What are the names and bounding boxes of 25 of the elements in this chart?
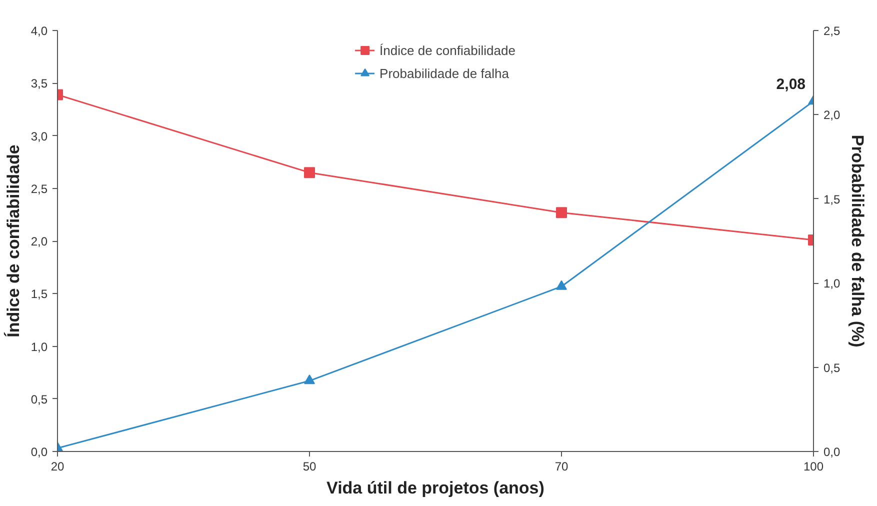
x-tick-label: 100: [803, 460, 824, 474]
y-tick-label: 3,5: [30, 76, 48, 91]
y2-tick-label: 0,5: [824, 360, 841, 375]
y-tick-label: 1,0: [30, 340, 48, 354]
y2-axis-title: Probabilidade de falha (%): [848, 134, 868, 348]
x-tick-label: 50: [302, 460, 316, 474]
y-tick-label: 4,0: [30, 24, 48, 38]
y-tick-label: 3,0: [30, 129, 48, 144]
x-axis-title: Vida útil de projetos (anos): [326, 478, 544, 498]
y2-tick-label: 2,0: [824, 108, 841, 122]
y2-tick-label: 0,0: [824, 445, 841, 459]
x-tick-label: 20: [50, 460, 64, 474]
y2-tick-label: 2,5: [824, 24, 841, 38]
legend-label: Probabilidade de falha: [380, 66, 509, 80]
y-tick-label: 0,5: [30, 392, 48, 406]
y-tick-label: 2,0: [30, 234, 48, 248]
y-axis-title: Índice de confiabilidade: [2, 144, 23, 338]
y-tick-label: 2,5: [30, 182, 48, 196]
data-label: 2,08: [776, 76, 806, 94]
legend-label: Índice de confiabilidade: [380, 42, 516, 58]
y2-tick-label: 1,0: [824, 276, 841, 291]
y-tick-label: 0,0: [30, 445, 48, 459]
y-tick-label: 1,5: [30, 287, 48, 302]
y2-tick-label: 1,5: [824, 192, 841, 206]
x-tick-label: 70: [554, 460, 568, 474]
